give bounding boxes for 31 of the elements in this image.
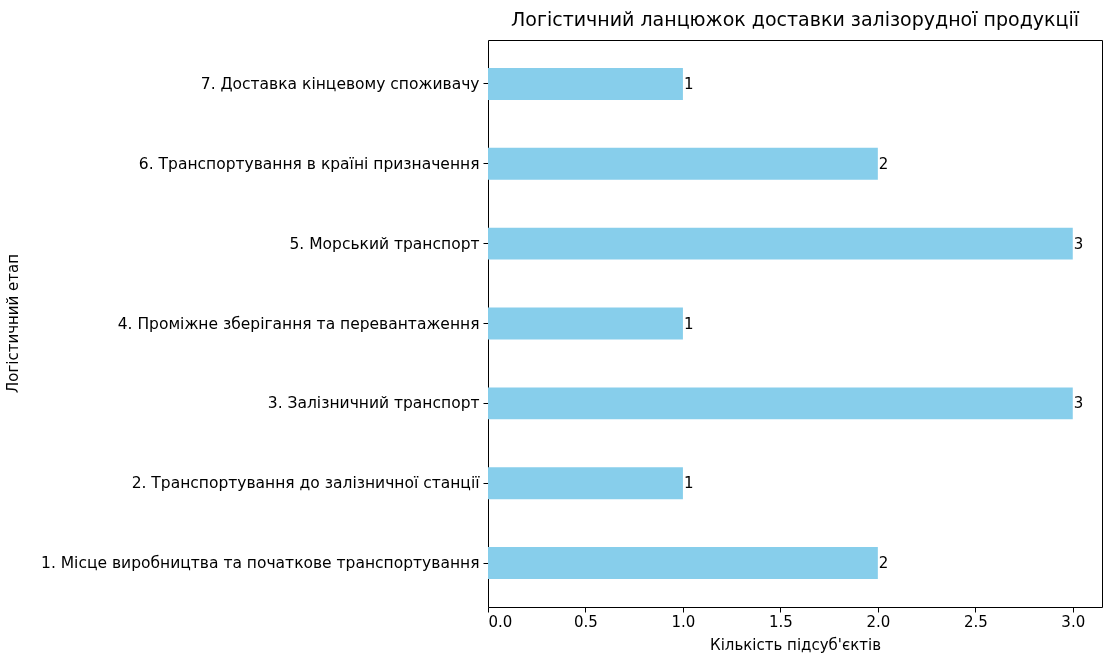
bar [488,147,878,180]
bar [488,547,878,580]
bar [488,227,1073,260]
y-tick-label: 4. Проміжне зберігання та перевантаження [117,314,480,333]
data-label: 1 [683,74,694,93]
x-tick-label: 2.5 [963,612,988,631]
x-tick-label: 2.0 [866,612,891,631]
x-tick-label: 3.0 [1061,612,1086,631]
data-label: 3 [1073,394,1084,413]
data-label: 3 [1073,234,1084,253]
x-tick-label: 1.0 [671,612,696,631]
data-label: 1 [683,314,694,333]
bar [488,387,1073,420]
y-tick-label: 5. Морський транспорт [289,234,480,253]
y-tick-label: 1. Місце виробництва та початкове транспортування [41,554,480,573]
x-tick-label: 0.5 [574,612,598,631]
data-label: 1 [683,474,694,493]
y-axis-title: Логістичний етап [3,253,22,394]
y-tick-label: 2. Транспортування до залізничної станції [131,474,481,493]
data-label: 2 [878,154,889,173]
x-tick-label: 1.5 [768,612,793,631]
bar [488,67,683,100]
bar [488,467,683,500]
y-tick-label: 6. Транспортування в країні призначення [138,154,480,173]
chart-title: Логістичний ланцюжок доставки залізорудної продукції [511,8,1080,30]
data-label: 2 [878,554,889,573]
bar [488,307,683,340]
y-tick-label: 3. Залізничний транспорт [267,394,480,413]
x-axis-title: Кількість підсуб'єктів [710,635,881,654]
x-tick-label: 0.0 [488,612,513,631]
y-tick-label: 7. Доставка кінцевому споживачу [200,74,480,93]
